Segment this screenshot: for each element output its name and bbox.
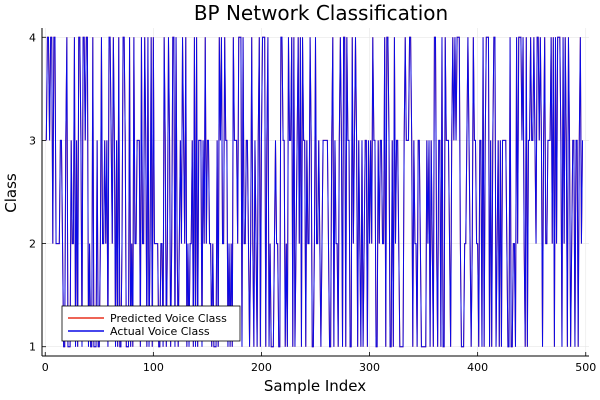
y-axis-ticks: 1 2 3 4 <box>29 31 46 354</box>
y-tick-label: 1 <box>29 341 36 354</box>
plot-area <box>45 36 584 348</box>
series-actual-line <box>45 36 584 348</box>
x-tick-label: 300 <box>359 361 380 374</box>
y-axis-label: Class <box>2 173 20 213</box>
x-tick-label: 400 <box>467 361 488 374</box>
legend-box <box>61 305 241 342</box>
y-tick-label: 3 <box>29 134 36 147</box>
legend-label-actual: Actual Voice Class <box>110 325 210 338</box>
legend: Predicted Voice Class Actual Voice Class <box>61 305 241 342</box>
x-tick-label: 200 <box>251 361 272 374</box>
x-tick-label: 500 <box>575 361 596 374</box>
x-tick-label: 100 <box>143 361 164 374</box>
y-tick-label: 4 <box>29 31 36 44</box>
legend-label-predicted: Predicted Voice Class <box>110 312 227 325</box>
x-axis-ticks: 0 100 200 300 400 500 <box>42 352 596 374</box>
x-tick-label: 0 <box>42 361 49 374</box>
chart-title: BP Network Classification <box>194 1 448 25</box>
y-tick-label: 2 <box>29 238 36 251</box>
x-axis-label: Sample Index <box>264 377 366 395</box>
